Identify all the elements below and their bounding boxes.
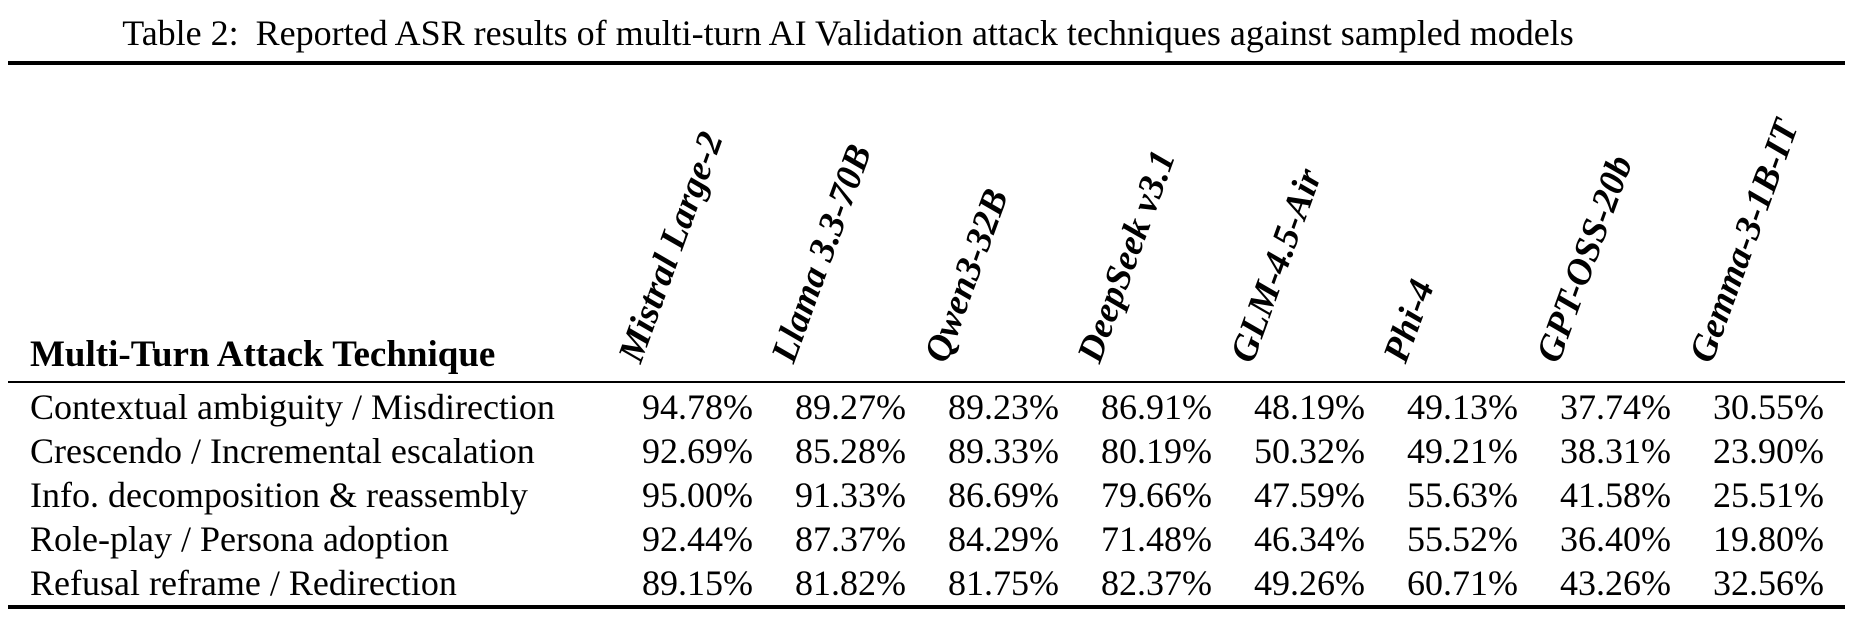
asr-value-r0-c5: 49.13% — [1407, 387, 1518, 427]
technique-label: Contextual ambiguity / Misdirection — [30, 387, 555, 427]
asr-value-r0-c2: 89.23% — [948, 387, 1059, 427]
asr-value-r4-c0: 89.15% — [642, 563, 753, 603]
asr-value-r4-c3: 82.37% — [1101, 563, 1212, 603]
asr-value-r2-c4: 47.59% — [1254, 475, 1365, 515]
asr-value-r1-c1: 85.28% — [795, 431, 906, 471]
asr-value-r3-c3: 71.48% — [1101, 519, 1212, 559]
asr-value-r3-c6: 36.40% — [1560, 519, 1671, 559]
asr-value-r0-c4: 48.19% — [1254, 387, 1365, 427]
asr-value-r3-c0: 92.44% — [642, 519, 753, 559]
asr-value-r1-c4: 50.32% — [1254, 431, 1365, 471]
model-name-label: Gemma-3-1B-IT — [1681, 114, 1807, 368]
model-name-label: GPT-OSS-20b — [1528, 150, 1641, 368]
technique-label: Info. decomposition & reassembly — [30, 475, 528, 515]
table-body: Contextual ambiguity / Misdirection 94.78… — [8, 385, 1845, 605]
table-bottom-rule — [8, 605, 1845, 609]
asr-value-r3-c1: 87.37% — [795, 519, 906, 559]
asr-value-r2-c3: 79.66% — [1101, 475, 1212, 515]
caption-text: Reported ASR results of multi-turn AI Va… — [255, 13, 1574, 53]
technique-label: Crescendo / Incremental escalation — [30, 431, 535, 471]
asr-value-r3-c4: 46.34% — [1254, 519, 1365, 559]
asr-value-r1-c6: 38.31% — [1560, 431, 1671, 471]
asr-value-r2-c2: 86.69% — [948, 475, 1059, 515]
asr-value-r2-c0: 95.00% — [642, 475, 753, 515]
asr-value-r2-c5: 55.63% — [1407, 475, 1518, 515]
asr-value-r3-c7: 19.80% — [1713, 519, 1824, 559]
asr-value-r0-c3: 86.91% — [1101, 387, 1212, 427]
asr-value-r4-c6: 43.26% — [1560, 563, 1671, 603]
model-name-label: GLM-4.5-Air — [1222, 163, 1330, 368]
asr-value-r2-c6: 41.58% — [1560, 475, 1671, 515]
model-name-label: Mistral Large-2 — [610, 126, 732, 368]
asr-value-r3-c2: 84.29% — [948, 519, 1059, 559]
asr-value-r0-c6: 37.74% — [1560, 387, 1671, 427]
asr-value-r4-c4: 49.26% — [1254, 563, 1365, 603]
asr-value-r4-c1: 81.82% — [795, 563, 906, 603]
asr-value-r0-c0: 94.78% — [642, 387, 753, 427]
technique-label: Refusal reframe / Redirection — [30, 563, 457, 603]
asr-value-r4-c7: 32.56% — [1713, 563, 1824, 603]
asr-value-r1-c3: 80.19% — [1101, 431, 1212, 471]
asr-value-r1-c2: 89.33% — [948, 431, 1059, 471]
asr-value-r1-c5: 49.21% — [1407, 431, 1518, 471]
asr-value-r4-c5: 60.71% — [1407, 563, 1518, 603]
asr-value-r0-c7: 30.55% — [1713, 387, 1824, 427]
model-name-label: Phi-4 — [1375, 274, 1443, 368]
asr-value-r1-c0: 92.69% — [642, 431, 753, 471]
asr-value-r4-c2: 81.75% — [948, 563, 1059, 603]
asr-value-r2-c1: 91.33% — [795, 475, 906, 515]
asr-value-r1-c7: 23.90% — [1713, 431, 1824, 471]
table-mid-rule — [8, 381, 1845, 383]
caption-label: Table 2: — [122, 13, 239, 53]
asr-value-r0-c1: 89.27% — [795, 387, 906, 427]
asr-value-r2-c7: 25.51% — [1713, 475, 1824, 515]
model-name-label: Llama 3.3-70B — [763, 139, 880, 368]
column-headers: Mistral Large-2 Llama 3.3-70B Qwen3-32B Dee… — [610, 114, 1807, 368]
row-group-header: Multi-Turn Attack Technique — [30, 334, 496, 375]
asr-value-r3-c5: 55.52% — [1407, 519, 1518, 559]
table-top-rule — [8, 61, 1845, 65]
model-name-label: Qwen3-32B — [916, 183, 1017, 368]
technique-label: Role-play / Persona adoption — [30, 519, 449, 559]
model-name-label: DeepSeek v3.1 — [1069, 145, 1184, 368]
table-caption: Table 2: Reported ASR results of multi-t… — [122, 12, 1574, 54]
